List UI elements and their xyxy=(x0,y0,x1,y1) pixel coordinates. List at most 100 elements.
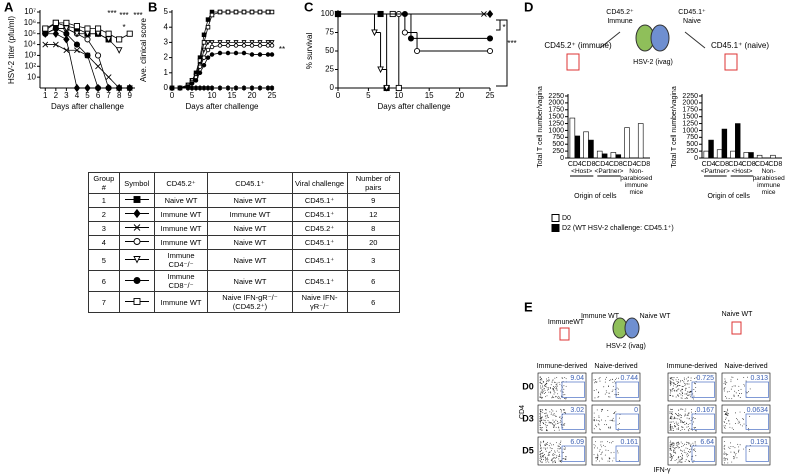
event-dot xyxy=(682,450,683,452)
event-dot xyxy=(670,421,672,423)
event-dot xyxy=(686,397,688,399)
event-dot xyxy=(743,377,745,378)
gate-percent: 9.04 xyxy=(570,375,584,382)
event-dot xyxy=(694,451,696,452)
event-dot xyxy=(747,391,749,393)
event-dot xyxy=(671,388,673,390)
symbol xyxy=(124,297,149,305)
event-dot xyxy=(669,380,671,382)
event-dot xyxy=(744,385,745,387)
event-dot xyxy=(669,449,671,451)
event-dot xyxy=(725,417,727,419)
marker xyxy=(265,84,271,92)
event-dot xyxy=(608,457,610,459)
gate-percent: 0.313 xyxy=(750,375,768,382)
event-dot xyxy=(616,394,618,396)
event-dot xyxy=(564,377,566,379)
event-dot xyxy=(546,380,548,382)
table-symbol xyxy=(133,208,141,219)
x-tick-label: 10 xyxy=(208,91,217,100)
event-dot xyxy=(673,450,675,452)
event-dot xyxy=(675,446,677,448)
event-dot xyxy=(688,460,690,462)
table-cell xyxy=(118,207,155,222)
event-dot xyxy=(562,427,564,429)
event-dot xyxy=(734,456,736,458)
event-dot xyxy=(727,412,729,414)
event-dot xyxy=(682,421,684,423)
event-dot xyxy=(539,453,541,455)
event-dot xyxy=(548,421,550,423)
event-dot xyxy=(694,448,696,450)
y-axis-label: % survival xyxy=(305,33,314,70)
event-dot xyxy=(680,408,682,410)
event-dot xyxy=(695,455,697,457)
event-dot xyxy=(677,384,679,386)
gate xyxy=(691,445,715,462)
event-dot xyxy=(539,450,541,452)
table-cell: Naive WT xyxy=(207,270,293,292)
event-dot xyxy=(547,460,549,462)
event-dot xyxy=(670,415,672,417)
table-cell: 20 xyxy=(346,235,401,250)
bar xyxy=(708,139,714,159)
event-dot xyxy=(546,429,548,431)
row-label: D0 xyxy=(522,381,534,391)
event-dot xyxy=(682,380,684,381)
event-dot xyxy=(677,447,679,449)
event-dot xyxy=(543,381,545,383)
event-dot xyxy=(539,376,541,378)
event-dot xyxy=(553,386,555,388)
event-dot xyxy=(692,455,694,457)
event-dot xyxy=(748,449,750,450)
event-dot xyxy=(740,424,742,426)
event-dot xyxy=(673,446,675,448)
event-dot xyxy=(688,386,690,388)
event-dot xyxy=(548,451,550,453)
event-dot xyxy=(681,458,683,460)
marker xyxy=(209,84,215,92)
event-dot xyxy=(724,427,726,429)
bar xyxy=(730,150,736,159)
event-dot xyxy=(546,387,548,389)
event-dot xyxy=(725,412,727,414)
event-dot xyxy=(595,389,597,391)
x-tick-label: CD4 xyxy=(755,161,769,168)
event-dot xyxy=(748,428,749,430)
event-dot xyxy=(688,460,690,462)
event-dot xyxy=(555,423,557,425)
marker xyxy=(84,83,91,93)
x-tick-label: 20 xyxy=(455,91,464,100)
event-dot xyxy=(694,430,696,432)
label: ImmuneWT xyxy=(548,319,585,326)
annotation: * xyxy=(122,23,125,32)
event-dot xyxy=(560,441,562,443)
y-tick-label: 1000 xyxy=(548,127,564,134)
event-dot xyxy=(617,424,619,426)
marker xyxy=(269,40,275,46)
event-dot xyxy=(677,418,679,420)
annotation: *** xyxy=(507,39,516,48)
event-dot xyxy=(541,416,543,418)
event-dot xyxy=(739,411,741,413)
event-dot xyxy=(556,457,558,459)
event-dot xyxy=(594,420,596,422)
event-dot xyxy=(687,425,689,427)
event-dot xyxy=(728,390,730,392)
event-dot xyxy=(562,391,564,393)
event-dot xyxy=(618,460,620,461)
event-dot xyxy=(545,443,547,445)
x-tick-label: 3 xyxy=(64,91,69,100)
event-dot xyxy=(542,452,544,454)
gate-percent: 0.725 xyxy=(696,375,714,382)
event-dot xyxy=(690,443,692,445)
event-dot xyxy=(689,449,691,450)
event-dot xyxy=(550,413,552,415)
event-dot xyxy=(540,394,542,396)
event-dot xyxy=(539,393,541,395)
table-cell xyxy=(118,270,155,292)
x-tick-label: 15 xyxy=(228,91,237,100)
event-dot xyxy=(557,445,559,447)
event-dot xyxy=(601,409,603,411)
marker xyxy=(257,84,263,92)
